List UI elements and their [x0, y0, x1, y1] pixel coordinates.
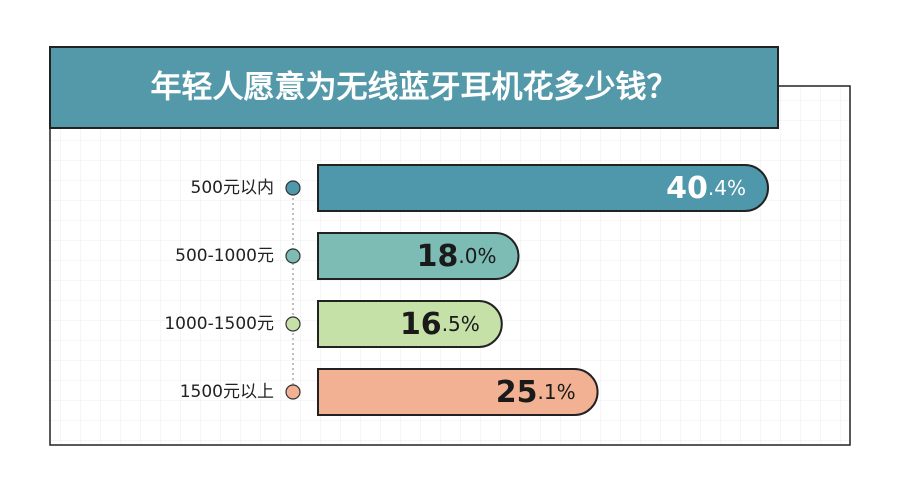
category-label: 1000-1500元: [164, 314, 274, 334]
category-dot: [285, 180, 301, 196]
category-label: 500元以内: [191, 178, 274, 198]
value-label: 16.5%: [400, 307, 480, 342]
value-label-minor: .5%: [442, 312, 480, 336]
value-label-major: 16: [400, 307, 442, 342]
bar: [317, 164, 769, 212]
category-dot: [285, 316, 301, 332]
value-label-major: 25: [496, 375, 538, 410]
bar: [317, 232, 520, 280]
category-label: 1500元以上: [180, 382, 274, 402]
category-label: 500-1000元: [175, 246, 274, 266]
title-box: [49, 46, 779, 129]
value-label-major: 40: [666, 171, 708, 206]
value-label-major: 18: [417, 239, 459, 274]
value-label: 25.1%: [496, 375, 576, 410]
bar: [317, 300, 503, 348]
value-label: 40.4%: [666, 171, 746, 206]
category-dot: [285, 248, 301, 264]
chart-title: 年轻人愿意为无线蓝牙耳机花多少钱？: [151, 70, 678, 106]
value-label-minor: .4%: [708, 176, 746, 200]
value-label-minor: .1%: [537, 380, 575, 404]
value-label-minor: .0%: [458, 244, 496, 268]
bar: [317, 368, 599, 416]
value-label: 18.0%: [417, 239, 497, 274]
category-dot: [285, 384, 301, 400]
